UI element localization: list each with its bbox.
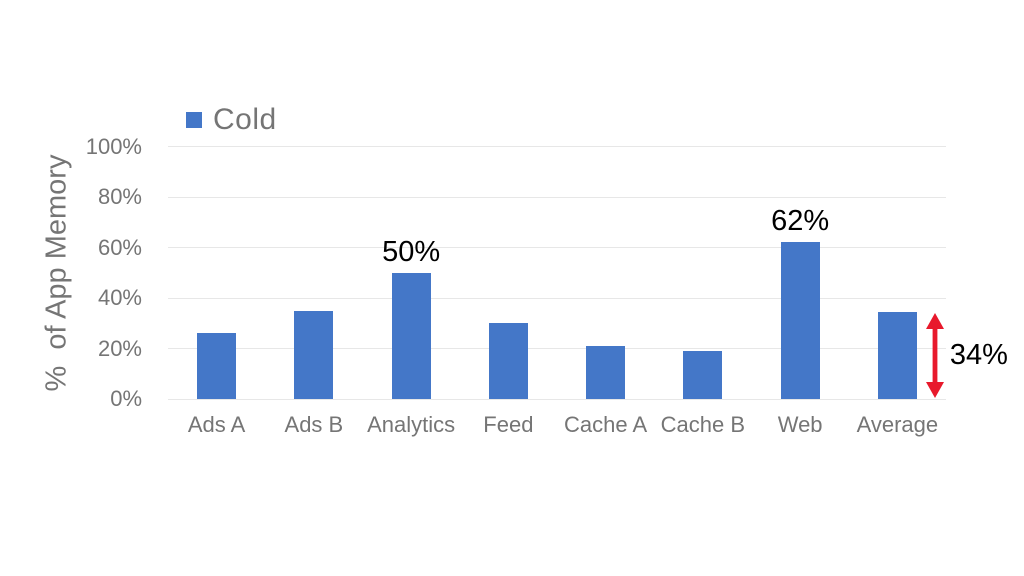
- bar: [586, 345, 626, 399]
- bar: [391, 272, 431, 399]
- bar: [197, 333, 237, 399]
- x-axis-label: Analytics: [367, 412, 456, 437]
- legend-swatch-cold: [186, 112, 202, 128]
- y-tick-label: 80%: [97, 184, 142, 209]
- bar-value-label: 50%: [382, 235, 441, 268]
- legend-label-cold: Cold: [213, 103, 277, 136]
- y-tick-label: 20%: [97, 335, 142, 361]
- y-tick-label: 60%: [97, 234, 142, 260]
- y-tick-label: 100%: [85, 133, 142, 159]
- x-axis-label: Cache A: [564, 412, 648, 437]
- x-axis-label: Feed: [483, 412, 534, 437]
- gridline: [168, 196, 946, 198]
- gridline: [168, 146, 946, 147]
- bar: [780, 242, 820, 399]
- bar-value-label: 62%: [771, 205, 830, 238]
- bar: [488, 323, 528, 399]
- gridline: [168, 247, 946, 248]
- legend: Cold: [186, 103, 277, 137]
- gridline: [168, 348, 946, 349]
- gridline: [168, 297, 946, 299]
- bar: [683, 351, 723, 399]
- x-axis-label: Ads B: [284, 412, 344, 437]
- y-tick-label: 40%: [97, 285, 142, 310]
- double-headed-arrow-svg: [925, 312, 944, 398]
- range-arrow-icon: [922, 312, 948, 404]
- bar: [294, 310, 334, 399]
- x-axis-label: Average: [856, 412, 939, 437]
- gridline: [168, 398, 946, 400]
- x-axis-label: Cache B: [660, 412, 746, 437]
- x-axis-label: Ads A: [187, 412, 246, 437]
- range-arrow-label: 34%: [949, 339, 1008, 372]
- bar: [877, 311, 917, 399]
- y-tick-label: 0%: [110, 386, 142, 411]
- x-axis-label: Web: [777, 412, 823, 437]
